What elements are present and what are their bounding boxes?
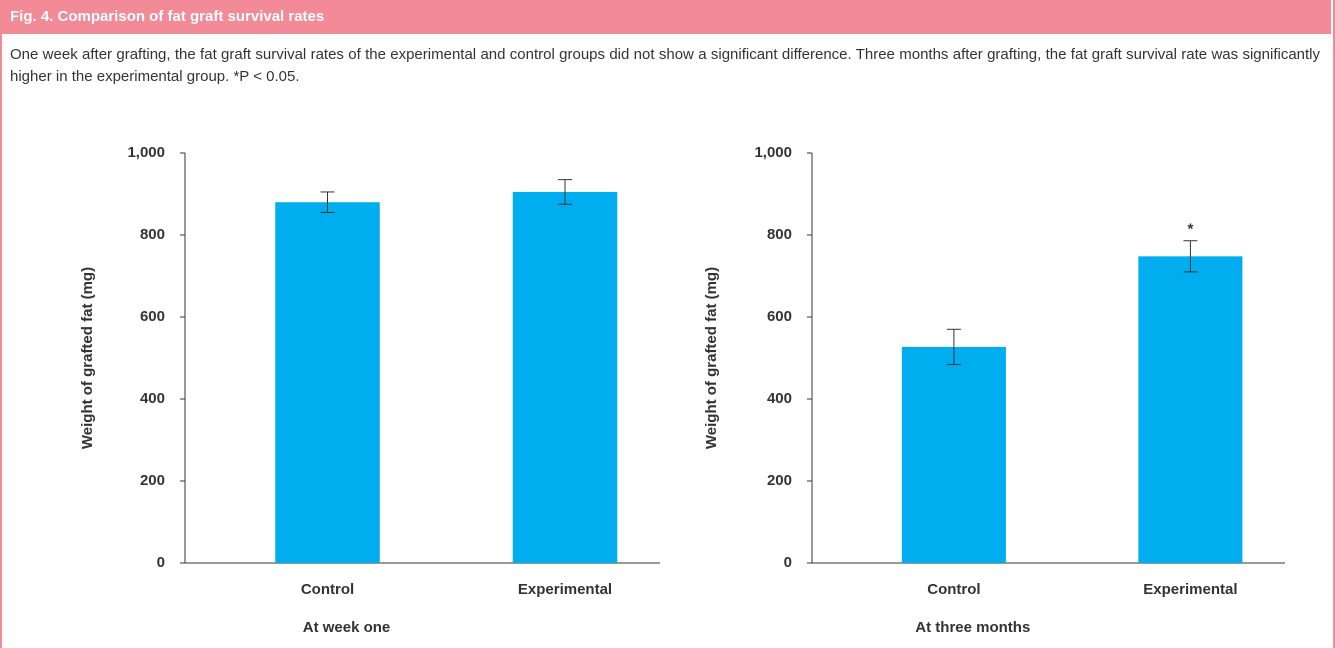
y-tick-label: 600 (767, 308, 792, 325)
bar (275, 202, 380, 563)
figure-title: Fig. 4. Comparison of fat graft survival… (0, 0, 1331, 34)
y-tick-label: 200 (140, 472, 165, 489)
bar (512, 191, 618, 563)
y-tick-label: 800 (767, 226, 792, 243)
x-axis-label: At week one (303, 619, 391, 636)
y-tick-label: 600 (140, 308, 165, 325)
y-tick-label: 1,000 (127, 144, 165, 161)
y-tick-label: 0 (157, 554, 165, 571)
x-tick-label: Control (927, 581, 980, 598)
bar (901, 346, 1006, 563)
y-axis-label: Weight of grafted fat (mg) (79, 267, 96, 449)
annotation: * (1187, 221, 1193, 238)
y-axis-label: Weight of grafted fat (mg) (703, 267, 720, 449)
y-tick-label: 400 (140, 390, 165, 407)
y-tick-label: 0 (784, 554, 792, 571)
x-axis-label: At three months (915, 619, 1030, 636)
caption: One week after grafting, the fat graft s… (10, 46, 1320, 85)
y-tick-label: 1,000 (754, 144, 792, 161)
y-tick-label: 400 (767, 390, 792, 407)
x-tick-label: Experimental (1143, 581, 1237, 598)
x-tick-label: Control (301, 581, 354, 598)
y-tick-label: 800 (140, 226, 165, 243)
y-tick-label: 200 (767, 472, 792, 489)
bar (1138, 256, 1243, 563)
x-tick-label: Experimental (518, 581, 612, 598)
